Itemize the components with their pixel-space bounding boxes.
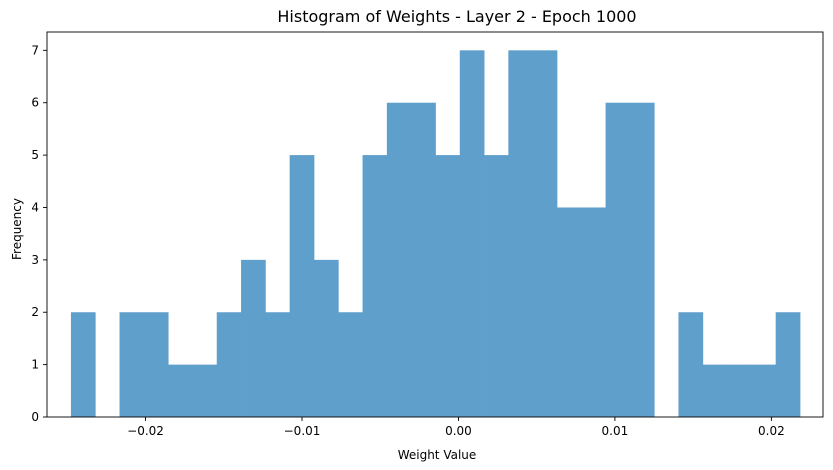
histogram-bar (484, 155, 509, 417)
histogram-bar (338, 312, 363, 417)
histogram-bar (751, 364, 777, 417)
histogram-bar (289, 155, 315, 417)
histogram-bar (556, 207, 582, 417)
histogram-bar (143, 312, 169, 417)
histogram-bar (532, 50, 558, 417)
histogram-bar (459, 50, 485, 417)
x-axis-ticks: −0.02 −0.01 0.00 0.01 0.02 (127, 417, 785, 438)
histogram-bar (265, 312, 291, 417)
histogram-bar (411, 102, 436, 417)
histogram-bar (702, 364, 728, 417)
x-tick-label: 0.02 (758, 424, 785, 438)
y-tick-label: 1 (31, 358, 39, 372)
bars-group (70, 50, 801, 417)
y-tick-label: 6 (31, 96, 39, 110)
y-axis-ticks: 0 1 2 3 4 5 6 7 (31, 43, 47, 424)
histogram-bar (629, 102, 655, 417)
histogram-bar (313, 259, 339, 417)
histogram-bar (216, 312, 242, 417)
histogram-bar (386, 102, 412, 417)
histogram-bar (508, 50, 534, 417)
x-tick-label: −0.02 (127, 424, 164, 438)
histogram-bar (119, 312, 145, 417)
histogram-bar (678, 312, 704, 417)
y-tick-label: 5 (31, 148, 39, 162)
chart-title: Histogram of Weights - Layer 2 - Epoch 1… (277, 7, 636, 26)
histogram-bar (168, 364, 193, 417)
histogram-bar (192, 364, 218, 417)
y-tick-label: 0 (31, 410, 39, 424)
histogram-bar (775, 312, 801, 417)
histogram-bar (435, 155, 461, 417)
y-tick-label: 3 (31, 253, 39, 267)
x-tick-label: −0.01 (284, 424, 321, 438)
plot-frame (46, 31, 824, 418)
histogram-bar (362, 155, 388, 417)
y-axis-label: Frequency (10, 198, 24, 260)
y-tick-label: 7 (31, 43, 39, 57)
histogram-bar (605, 102, 631, 417)
y-tick-label: 4 (31, 200, 39, 214)
histogram-bar (241, 259, 266, 417)
x-axis-label: Weight Value (398, 448, 477, 462)
x-tick-label: 0.00 (445, 424, 472, 438)
histogram-bar (581, 207, 606, 417)
x-tick-label: 0.01 (602, 424, 629, 438)
histogram-bar (727, 364, 752, 417)
histogram-bar (70, 312, 96, 417)
y-tick-label: 2 (31, 305, 39, 319)
